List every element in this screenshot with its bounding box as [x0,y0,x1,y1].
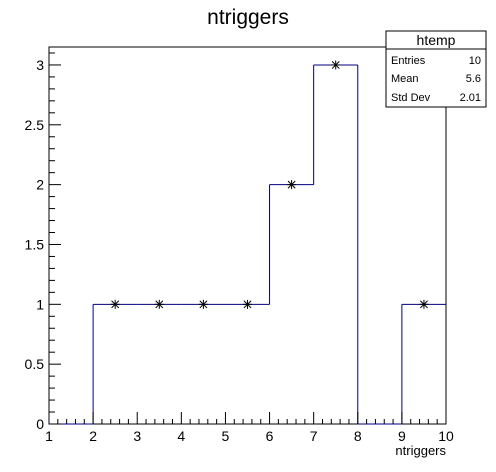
plot-frame [48,46,447,425]
stats-box-frame [385,30,487,108]
x-tick-label: 4 [177,428,185,444]
y-tick-label: 0 [36,416,44,432]
stats-mean-label: Mean [391,73,419,85]
data-point-stroke [287,180,296,189]
y-tick-label: 2 [36,177,44,193]
y-tick-label: 0.5 [25,356,45,372]
data-point [419,299,429,309]
y-tick-label: 1 [36,296,44,312]
y-tick-label: 1.5 [25,236,45,252]
data-point [331,60,341,70]
stats-box: htemp Entries 10 Mean 5.6 Std Dev 2.01 [385,30,487,108]
data-point-stroke [419,300,428,309]
x-tick-label: 1 [45,428,53,444]
data-point [198,299,208,309]
data-point [287,180,297,190]
y-tick-label: 2.5 [25,117,45,133]
data-point [110,299,120,309]
stats-box-title: htemp [417,32,456,48]
chart-title: ntriggers [207,6,289,29]
data-point [154,299,164,309]
y-axis: 0 0.5 1 1.5 2 2.5 3 [25,52,61,432]
x-tick-label: 8 [354,428,362,444]
data-point-stroke [155,300,164,309]
data-point-stroke [331,60,340,69]
y-tick-label: 3 [36,57,44,73]
x-axis-label: ntriggers [395,443,446,458]
stats-stddev-value: 2.01 [460,92,481,104]
stats-stddev-label: Std Dev [391,92,431,104]
data-point-stroke [111,300,120,309]
x-axis: 1 2 3 4 5 6 7 8 9 10 [45,412,454,444]
stats-entries-label: Entries [391,55,426,67]
x-tick-label: 10 [438,428,454,444]
x-tick-label: 2 [89,428,97,444]
x-tick-label: 6 [266,428,274,444]
x-tick-label: 5 [222,428,230,444]
stats-entries-value: 10 [469,55,481,67]
x-tick-label: 9 [398,428,406,444]
x-tick-label: 3 [133,428,141,444]
data-point-stroke [243,300,252,309]
stats-mean-value: 5.6 [466,73,481,85]
data-point [243,299,252,309]
histogram-layer [49,64,446,425]
marker-layer [110,60,429,309]
data-point-stroke [199,300,208,309]
x-tick-label: 7 [310,428,318,444]
